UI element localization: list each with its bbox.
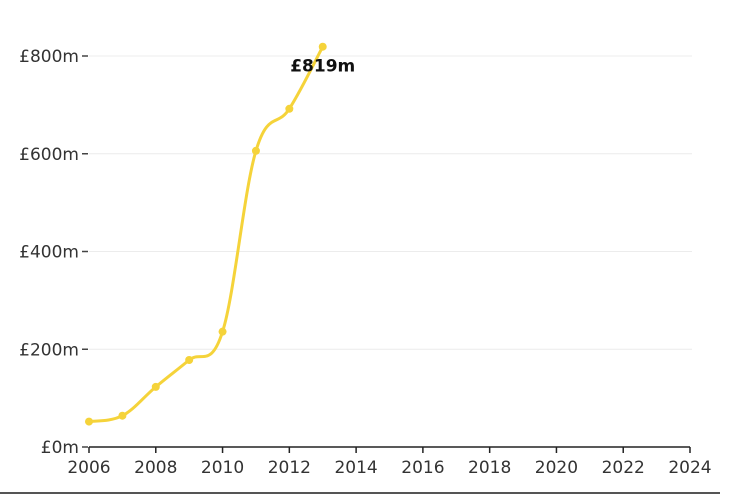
- series: [85, 42, 327, 426]
- x-tick-label: 2018: [468, 458, 511, 478]
- y-tick-label: £400m: [19, 243, 79, 263]
- x-tick-label: 2024: [668, 458, 711, 478]
- x-tick-label: 2006: [67, 458, 110, 478]
- x-tick-label: 2010: [201, 458, 244, 478]
- bottom-divider: [0, 492, 720, 494]
- y-tick-label: £0m: [41, 438, 79, 458]
- y-tick-label: £600m: [19, 145, 79, 165]
- data-point-2011: [251, 146, 260, 155]
- data-point-2012: [285, 104, 294, 113]
- x-tick-label: 2020: [535, 458, 578, 478]
- x-tick-label: 2012: [268, 458, 311, 478]
- x-tick-label: 2022: [602, 458, 645, 478]
- data-point-2008: [151, 382, 160, 391]
- series-line: [87, 45, 325, 424]
- data-point-2013: [318, 42, 327, 51]
- grid-lines: [89, 55, 692, 350]
- y-tick-label: £200m: [19, 340, 79, 360]
- x-tick-label: 2014: [334, 458, 377, 478]
- y-tick-label: £800m: [19, 47, 79, 67]
- x-tick-label: 2016: [401, 458, 444, 478]
- data-point-2007: [118, 411, 127, 420]
- data-point-2010: [218, 327, 227, 336]
- data-point-2006: [85, 417, 93, 426]
- labels: £0m £200m £400m £600m £800m 2006 2008 2010 2012 2…: [19, 47, 711, 478]
- value-annotation: £819m: [290, 57, 355, 77]
- data-point-2009: [185, 356, 194, 365]
- axes: [82, 55, 691, 453]
- x-tick-label: 2008: [134, 458, 177, 478]
